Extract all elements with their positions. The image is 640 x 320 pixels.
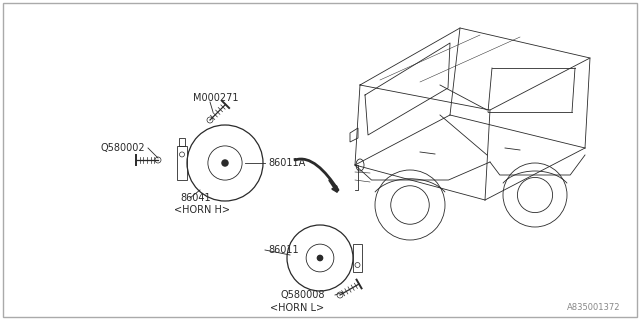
Bar	[177, 146, 187, 180]
Text: Q580002: Q580002	[100, 143, 145, 153]
Circle shape	[317, 255, 323, 260]
Circle shape	[222, 160, 228, 166]
Text: M000271: M000271	[193, 93, 239, 103]
Bar	[353, 244, 362, 272]
Bar	[179, 138, 185, 146]
Text: 86041: 86041	[180, 193, 211, 203]
Text: 86011A: 86011A	[268, 158, 305, 168]
Text: A835001372: A835001372	[566, 303, 620, 312]
Text: <HORN H>: <HORN H>	[174, 205, 230, 215]
Text: Q580008: Q580008	[280, 290, 324, 300]
Text: 86011: 86011	[268, 245, 299, 255]
Text: <HORN L>: <HORN L>	[270, 303, 324, 313]
